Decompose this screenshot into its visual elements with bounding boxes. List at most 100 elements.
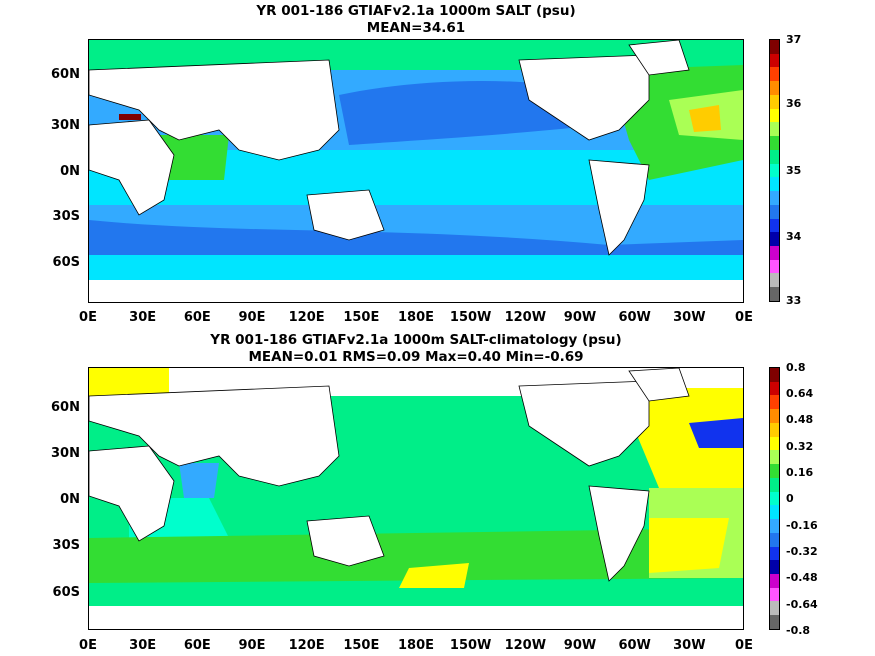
colorbar-swatch: [770, 259, 779, 274]
panel2-subtitle: MEAN=0.01 RMS=0.09 Max=0.40 Min=-0.69: [248, 349, 584, 365]
panel2-ytick: 30N: [51, 446, 80, 461]
colorbar-swatch: [770, 477, 779, 492]
panel2-xtick: 90W: [563, 638, 597, 653]
panel2-xtick: 90E: [238, 638, 266, 653]
panel2-map-svg: [89, 368, 743, 629]
panel2-xtick: 120W: [504, 638, 547, 653]
colorbar-swatch: [770, 422, 779, 437]
panel2-colorbar-label: -0.16: [786, 519, 818, 532]
colorbar-swatch: [770, 601, 779, 616]
panel2-map: [88, 367, 744, 630]
panel1-ytick: 30N: [51, 118, 80, 133]
panel1-xtick: 30E: [129, 310, 157, 325]
colorbar-swatch: [770, 136, 779, 150]
panel1-ytick: 30S: [52, 209, 80, 224]
colorbar-swatch: [770, 273, 779, 288]
colorbar-swatch: [770, 381, 779, 396]
colorbar-swatch: [770, 546, 779, 561]
colorbar-swatch: [770, 94, 779, 109]
colorbar-swatch: [770, 177, 779, 192]
colorbar-swatch: [770, 232, 779, 247]
colorbar-swatch: [770, 218, 779, 233]
panel2-xtick: 30W: [673, 638, 706, 653]
panel2-colorbar-label: 0.8: [786, 361, 806, 374]
colorbar-swatch: [770, 40, 779, 54]
panel1-xtick: 60E: [183, 310, 211, 325]
panel2-colorbar: [769, 367, 780, 630]
panel1-colorbar-label: 36: [786, 97, 802, 110]
colorbar-swatch: [770, 574, 779, 588]
colorbar-swatch: [770, 246, 779, 260]
colorbar-swatch: [770, 436, 779, 451]
panel1-xtick: 180E: [397, 310, 435, 325]
colorbar-swatch: [770, 409, 779, 423]
panel2-title: YR 001-186 GTIAFv2.1a 1000m SALT-climato…: [210, 332, 622, 348]
colorbar-swatch: [770, 587, 779, 602]
panel1-colorbar-label: 34: [786, 230, 802, 243]
colorbar-swatch: [770, 464, 779, 478]
colorbar-swatch: [770, 450, 779, 465]
panel2-xtick: 30E: [129, 638, 157, 653]
colorbar-swatch: [770, 491, 779, 506]
colorbar-swatch: [770, 287, 779, 301]
panel2-colorbar-label: -0.32: [786, 545, 818, 558]
panel2-colorbar-label: -0.48: [786, 571, 818, 584]
colorbar-swatch: [770, 81, 779, 95]
colorbar-swatch: [770, 615, 779, 629]
panel2-xtick: 180E: [397, 638, 435, 653]
colorbar-swatch: [770, 368, 779, 382]
panel1-subtitle: MEAN=34.61: [366, 20, 466, 36]
colorbar-swatch: [770, 122, 779, 137]
panel1-map: [88, 39, 744, 303]
panel2-colorbar-label: 0.32: [786, 440, 814, 453]
colorbar-swatch: [770, 204, 779, 219]
panel2-colorbar-label: 0: [786, 492, 794, 505]
panel1-xtick: 120E: [288, 310, 325, 325]
colorbar-swatch: [770, 108, 779, 123]
panel1-xtick: 0E: [79, 310, 97, 325]
panel1-colorbar-label: 37: [786, 33, 802, 46]
panel2-xtick: 60W: [618, 638, 651, 653]
panel2-colorbar-label: -0.8: [786, 624, 811, 637]
panel2-xtick: 0E: [79, 638, 97, 653]
colorbar-swatch: [770, 191, 779, 205]
panel1-title: YR 001-186 GTIAFv2.1a 1000m SALT (psu): [256, 3, 576, 19]
panel1-ytick: 0N: [60, 164, 80, 179]
panel1-xtick: 150E: [343, 310, 380, 325]
panel2-xtick: 120E: [288, 638, 325, 653]
panel1-ytick: 60N: [51, 67, 80, 82]
panel1-xtick: 0E: [735, 310, 753, 325]
colorbar-swatch: [770, 505, 779, 520]
panel1-colorbar: [769, 39, 780, 302]
panel2-ytick: 0N: [60, 492, 80, 507]
panel2-colorbar-label: 0.48: [786, 413, 814, 426]
colorbar-swatch: [770, 53, 779, 68]
panel2-colorbar-label: -0.64: [786, 598, 818, 611]
panel2-colorbar-label: 0.16: [786, 466, 814, 479]
panel1-xtick: 90E: [238, 310, 266, 325]
panel2-ytick: 60N: [51, 400, 80, 415]
panel1-xtick: 150W: [449, 310, 492, 325]
panel1-ytick: 60S: [52, 255, 80, 270]
panel1-xtick: 60W: [618, 310, 651, 325]
panel2-xtick: 0E: [735, 638, 753, 653]
colorbar-swatch: [770, 560, 779, 575]
panel1-xtick: 90W: [563, 310, 597, 325]
panel2-xtick: 150W: [449, 638, 492, 653]
panel1-map-svg: [89, 40, 743, 302]
colorbar-swatch: [770, 163, 779, 178]
colorbar-swatch: [770, 149, 779, 164]
panel2-colorbar-label: 0.64: [786, 387, 814, 400]
panel1-colorbar-label: 33: [786, 294, 802, 307]
panel2-ytick: 60S: [52, 585, 80, 600]
panel1-xtick: 30W: [673, 310, 706, 325]
colorbar-swatch: [770, 67, 779, 82]
panel2-ytick: 30S: [52, 538, 80, 553]
panel1-colorbar-label: 35: [786, 164, 802, 177]
colorbar-swatch: [770, 532, 779, 547]
panel2-xtick: 60E: [183, 638, 211, 653]
panel1-xtick: 120W: [504, 310, 547, 325]
colorbar-swatch: [770, 519, 779, 533]
panel2-xtick: 150E: [343, 638, 380, 653]
colorbar-swatch: [770, 395, 779, 410]
